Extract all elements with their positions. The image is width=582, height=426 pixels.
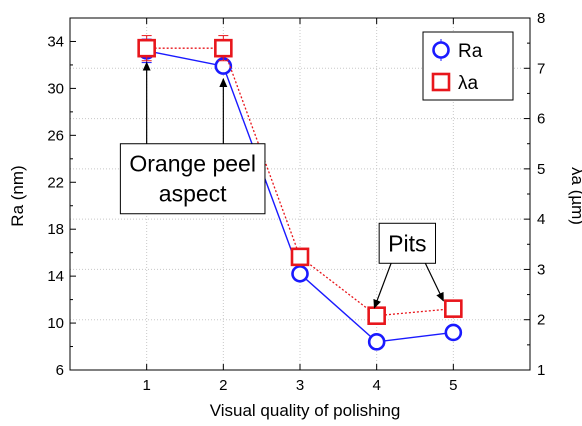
y-tick-label: 26 bbox=[47, 127, 64, 144]
y-tick-label: 6 bbox=[56, 362, 64, 379]
y2-tick-label: 6 bbox=[537, 111, 545, 128]
x-axis: 1 2 3 4 5 bbox=[142, 18, 458, 394]
y2-axis-label: λa (µm) bbox=[568, 167, 582, 225]
y-axis-label: Ra (nm) bbox=[8, 165, 27, 226]
series-line-lambda-a bbox=[146, 47, 454, 317]
x-tick-label: 4 bbox=[372, 377, 380, 394]
annotation-box bbox=[378, 222, 437, 264]
y-tick-label: 34 bbox=[47, 33, 64, 50]
annotation-text: Orange peel bbox=[129, 151, 256, 177]
x-tick-label: 3 bbox=[296, 377, 304, 394]
y2-tick-label: 2 bbox=[537, 312, 545, 329]
legend-marker-ra bbox=[432, 41, 450, 59]
annotation-text: aspect bbox=[159, 181, 227, 207]
x-tick-label: 1 bbox=[142, 377, 150, 394]
y2-tick-label: 3 bbox=[537, 261, 545, 278]
x-tick-label: 2 bbox=[219, 377, 227, 394]
y2-tick-label: 5 bbox=[537, 161, 545, 178]
data-point-lambda-a bbox=[137, 38, 156, 58]
y2-tick-label: 1 bbox=[537, 362, 545, 379]
legend: Ra λa bbox=[422, 31, 514, 101]
annotation-box bbox=[119, 143, 266, 215]
annotations: Orange peel aspect Pits bbox=[119, 61, 444, 309]
y-tick-label: 30 bbox=[47, 80, 64, 97]
x-axis-label: Visual quality of polishing bbox=[210, 401, 401, 420]
data-point-lambda-a bbox=[444, 299, 463, 318]
annotation-arrow bbox=[373, 260, 393, 309]
annotation-pits: Pits bbox=[378, 222, 437, 264]
y-tick-label: 22 bbox=[47, 174, 64, 191]
data-point-lambda-a bbox=[367, 306, 386, 325]
y-axis-left: 6 10 14 18 22 26 30 34 bbox=[47, 33, 76, 379]
y-tick-label: 14 bbox=[47, 268, 64, 285]
legend-marker-lambda-a bbox=[431, 72, 451, 92]
data-point-ra bbox=[367, 333, 386, 351]
x-tick-label: 5 bbox=[449, 377, 457, 394]
annotation-orange-peel: Orange peel aspect bbox=[119, 143, 266, 215]
y2-tick-label: 8 bbox=[537, 10, 545, 27]
data-point-lambda-a bbox=[214, 38, 233, 58]
y2-tick-label: 7 bbox=[537, 60, 545, 77]
data-point-ra bbox=[444, 323, 463, 342]
y-tick-label: 18 bbox=[47, 221, 64, 238]
series-layer bbox=[137, 35, 463, 351]
annotation-text: Pits bbox=[388, 230, 426, 256]
y2-tick-label: 4 bbox=[537, 211, 545, 228]
y-tick-label: 10 bbox=[47, 315, 64, 332]
legend-label: Ra bbox=[458, 41, 483, 62]
data-point-lambda-a bbox=[290, 247, 310, 267]
data-point-ra bbox=[291, 264, 309, 283]
annotation-arrow bbox=[423, 260, 444, 302]
legend-label: λa bbox=[458, 73, 479, 94]
y-axis-right: 1 2 3 4 5 6 7 8 bbox=[524, 10, 545, 379]
